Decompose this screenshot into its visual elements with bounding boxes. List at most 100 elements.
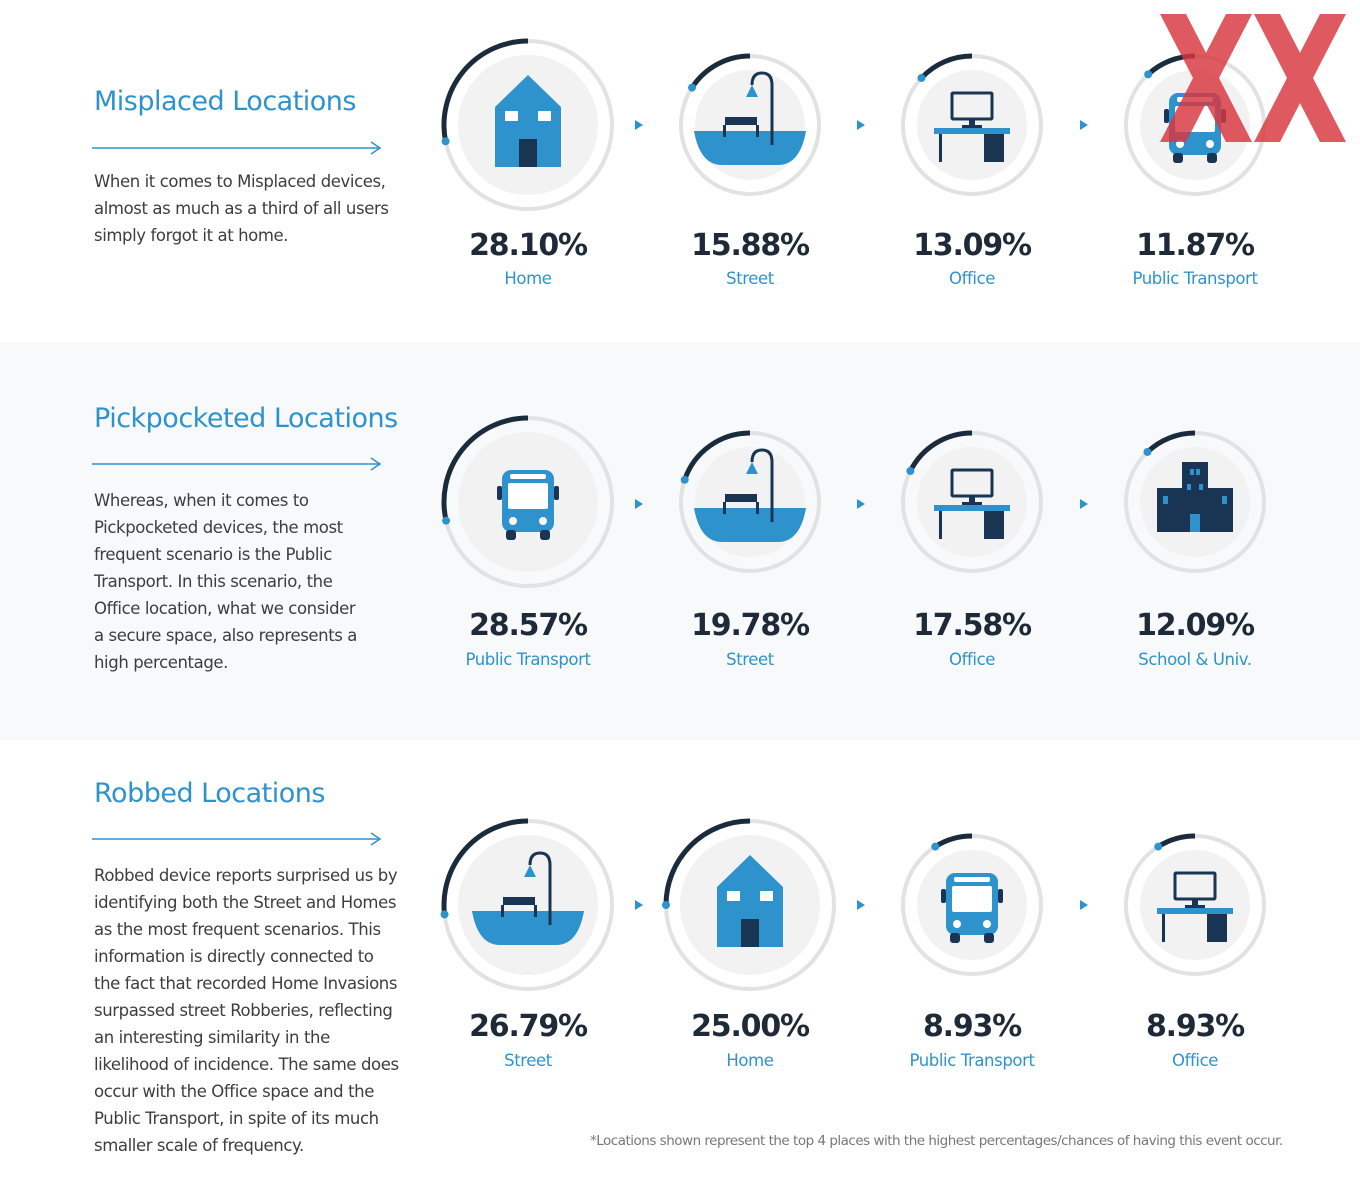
progress-arc (441, 38, 529, 142)
location-label: Office (1171, 1051, 1218, 1070)
percentage-value: 17.58% (913, 608, 1032, 643)
location-item: 15.88% Street (640, 28, 860, 288)
percentage-ring (441, 415, 614, 588)
progress-arc (663, 818, 751, 906)
street-lamp-icon (694, 71, 806, 165)
progress-arc (682, 430, 751, 481)
separator-arrow-icon (635, 900, 643, 910)
location-item: 28.10% Home (418, 28, 638, 288)
footnote: *Locations shown represent the top 4 pla… (590, 1133, 1283, 1149)
pickpocketed-section: Pickpocketed Locations Whereas, when it … (0, 342, 1360, 740)
misplaced-section: Misplaced Locations When it comes to Mis… (0, 0, 1360, 342)
location-label: Public Transport (1132, 269, 1258, 288)
percentage-ring (901, 430, 1043, 573)
progress-arc (441, 415, 529, 522)
progress-arc-endpoint (1154, 842, 1163, 851)
section-description: When it comes to Misplaced devices, almo… (94, 172, 389, 245)
progress-arc-endpoint (917, 74, 926, 83)
separator-arrow-icon (857, 499, 865, 509)
percentage-value: 11.87% (1136, 228, 1255, 263)
progress-arc-endpoint (1143, 447, 1152, 456)
progress-arc-endpoint (906, 466, 915, 475)
percentage-ring (662, 818, 836, 991)
location-label: Office (948, 269, 995, 288)
percentage-ring (441, 38, 614, 211)
location-item: 17.58% Office (862, 404, 1082, 669)
progress-arc (1156, 833, 1196, 849)
progress-arc (919, 53, 973, 80)
percentage-value: 8.93% (922, 1009, 1022, 1044)
percentage-ring (1124, 430, 1266, 573)
arrow-right-icon (92, 832, 382, 846)
separator-arrow-icon (635, 499, 643, 509)
location-label: Home (504, 269, 552, 288)
percentage-value: 12.09% (1136, 608, 1255, 643)
percentage-ring (1124, 833, 1266, 976)
progress-arc-endpoint (931, 842, 940, 851)
office-desk-icon (1157, 871, 1233, 942)
school-building-icon (1157, 462, 1233, 532)
percentage-value: 15.88% (691, 228, 810, 263)
separator-arrow-icon (1080, 120, 1088, 130)
percentage-ring (440, 818, 614, 991)
progress-arc (441, 818, 529, 915)
percentage-value: 13.09% (913, 228, 1032, 263)
location-label: Public Transport (465, 650, 591, 669)
progress-arc (1145, 430, 1196, 454)
percentage-value: 25.00% (691, 1009, 810, 1044)
section-title: Misplaced Locations (94, 86, 357, 117)
location-item: 8.93% Public Transport (862, 805, 1082, 1070)
progress-arc (908, 430, 973, 473)
percentage-value: 19.78% (691, 608, 810, 643)
xx-watermark-icon (1160, 14, 1346, 142)
percentage-value: 28.57% (469, 608, 588, 643)
office-desk-icon (934, 468, 1010, 539)
arrow-right-icon (92, 457, 382, 471)
percentage-ring (901, 833, 1043, 976)
progress-arc-endpoint (440, 910, 449, 919)
separator-arrow-icon (635, 120, 643, 130)
location-item: 19.78% Street (640, 404, 860, 669)
percentage-value: 26.79% (469, 1009, 588, 1044)
location-item: 12.09% School & Univ. (1085, 404, 1305, 669)
section-description: Robbed device reports surprised us by id… (94, 866, 399, 1155)
progress-arc-endpoint (1144, 70, 1153, 79)
office-desk-icon (934, 91, 1010, 162)
separator-arrow-icon (1080, 499, 1088, 509)
progress-arc (689, 53, 751, 89)
location-label: School & Univ. (1138, 650, 1252, 669)
location-item: 13.09% Office (862, 28, 1082, 288)
location-item: 8.93% Office (1085, 805, 1305, 1070)
location-item: 28.57% Public Transport (418, 404, 638, 669)
location-label: Street (726, 650, 774, 669)
location-label: Public Transport (909, 1051, 1035, 1070)
progress-arc (933, 833, 973, 849)
progress-arc-endpoint (442, 516, 451, 525)
location-label: Street (726, 269, 774, 288)
progress-arc-endpoint (688, 83, 697, 92)
percentage-ring (679, 53, 821, 196)
location-item: 26.79% Street (418, 805, 638, 1070)
section-description: Whereas, when it comes to Pickpocketed d… (94, 491, 358, 672)
percentage-ring (679, 430, 821, 573)
house-icon (717, 855, 783, 947)
location-label: Home (726, 1051, 774, 1070)
progress-arc-endpoint (441, 137, 450, 146)
section-title: Pickpocketed Locations (94, 403, 398, 434)
percentage-value: 28.10% (469, 228, 588, 263)
separator-arrow-icon (1080, 900, 1088, 910)
section-title: Robbed Locations (94, 778, 325, 809)
progress-arc-endpoint (662, 901, 670, 909)
bus-icon (497, 470, 559, 540)
street-lamp-icon (694, 448, 806, 542)
percentage-value: 8.93% (1145, 1009, 1245, 1044)
progress-arc-endpoint (680, 475, 689, 484)
location-item: 25.00% Home (640, 805, 860, 1070)
percentage-ring (901, 53, 1043, 196)
bus-icon (941, 873, 1003, 943)
separator-arrow-icon (857, 120, 865, 130)
robbed-section: Robbed Locations Robbed device reports s… (0, 740, 1360, 1192)
arrow-right-icon (92, 141, 382, 155)
location-label: Office (948, 650, 995, 669)
house-icon (495, 75, 561, 167)
